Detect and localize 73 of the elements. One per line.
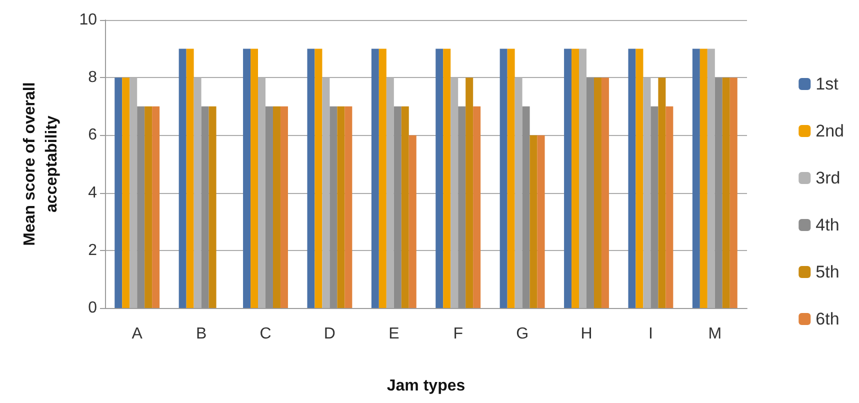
- legend-label: 2nd: [816, 122, 844, 140]
- bar: [266, 106, 273, 308]
- x-tick-label: F: [453, 326, 464, 342]
- legend-label: 1st: [816, 74, 839, 94]
- x-tick-label: C: [260, 326, 272, 342]
- bar: [458, 106, 466, 308]
- bar: [394, 106, 402, 308]
- legend-label: 6th: [816, 310, 840, 328]
- bar: [564, 48, 572, 308]
- x-axis-title: Jam types: [386, 378, 466, 394]
- bar: [730, 78, 738, 308]
- bar: [314, 48, 322, 308]
- legend-label: 5th: [816, 262, 840, 282]
- bar: [337, 106, 345, 308]
- y-tick-label: 2: [88, 242, 98, 259]
- y-tick-label: 10: [79, 12, 98, 28]
- bar: [436, 48, 444, 308]
- bar: [144, 106, 152, 308]
- y-tick-label: 6: [88, 126, 98, 144]
- bar: [658, 78, 666, 308]
- bar: [152, 106, 160, 308]
- bar: [330, 106, 338, 308]
- bar: [522, 106, 530, 308]
- bar: [122, 78, 130, 308]
- x-tick-label: A: [132, 326, 143, 342]
- bar: [208, 106, 216, 308]
- x-tick-label: I: [648, 326, 653, 342]
- bar: [344, 106, 352, 308]
- x-tick-label: B: [196, 326, 207, 342]
- legend-label: 4th: [816, 216, 840, 234]
- bar: [700, 48, 708, 308]
- bar: [666, 106, 674, 308]
- bar: [650, 106, 658, 308]
- bar: [473, 106, 481, 308]
- x-tick-label: G: [516, 326, 529, 342]
- bar: [186, 48, 194, 308]
- bar: [530, 135, 538, 308]
- bar: [500, 48, 508, 308]
- bar: [636, 48, 644, 308]
- bar: [628, 48, 636, 308]
- bar: [408, 135, 416, 308]
- bar: [178, 48, 186, 308]
- bar: [137, 106, 145, 308]
- bar: [378, 48, 386, 308]
- y-axis-title: Mean score of overall acceptability: [22, 82, 60, 246]
- bar: [586, 78, 594, 308]
- bar: [272, 106, 280, 308]
- x-tick-label: D: [324, 326, 336, 342]
- legend-label: 3rd: [816, 168, 840, 188]
- bar: [114, 78, 122, 308]
- bar: [401, 106, 409, 308]
- bar: [443, 48, 451, 308]
- bar: [537, 135, 545, 308]
- bar: [466, 78, 474, 308]
- bar: [250, 48, 258, 308]
- bar: [243, 48, 251, 308]
- y-tick-label: 8: [88, 69, 98, 86]
- y-tick-label: 4: [88, 184, 98, 202]
- bar: [594, 78, 602, 308]
- bar: [507, 48, 515, 308]
- bar: [601, 78, 609, 308]
- bar: [692, 48, 700, 308]
- x-tick-label: E: [388, 326, 400, 342]
- bar: [371, 48, 379, 308]
- bar: [572, 48, 580, 308]
- bar: [201, 106, 209, 308]
- x-tick-label: M: [708, 326, 722, 342]
- y-tick-label: 0: [88, 300, 98, 316]
- bar: [714, 78, 722, 308]
- x-tick-label: H: [580, 326, 592, 342]
- bar: [722, 78, 730, 308]
- bar: [280, 106, 288, 308]
- bar: [307, 48, 315, 308]
